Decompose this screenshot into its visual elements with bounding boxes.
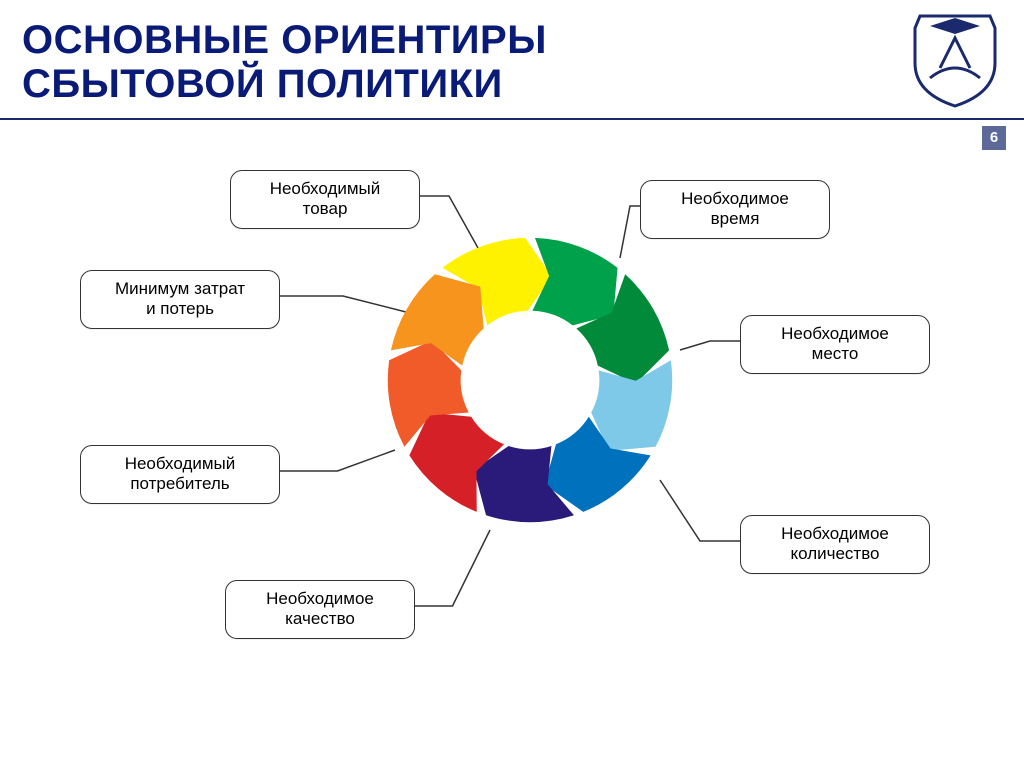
callout-consumer: Необходимыйпотребитель — [80, 445, 280, 504]
callout-quality: Необходимоекачество — [225, 580, 415, 639]
arrow-ring — [370, 220, 690, 540]
callout-line2: место — [755, 344, 915, 364]
institution-logo — [910, 8, 1000, 108]
callout-product: Необходимыйтовар — [230, 170, 420, 229]
callout-line1: Необходимое — [755, 324, 915, 344]
callout-line2: качество — [240, 609, 400, 629]
title-line-1: ОСНОВНЫЕ ОРИЕНТИРЫ — [22, 18, 547, 62]
title-underline — [0, 118, 1024, 120]
callout-line1: Необходимый — [245, 179, 405, 199]
callout-line2: товар — [245, 199, 405, 219]
title-line-2: СБЫТОВОЙ ПОЛИТИКИ — [22, 62, 503, 106]
callout-line1: Минимум затрат — [95, 279, 265, 299]
cycle-diagram: НеобходимыйтоварНеобходимоевремяМинимум … — [0, 150, 1024, 750]
callout-line2: количество — [755, 544, 915, 564]
callout-time: Необходимоевремя — [640, 180, 830, 239]
callout-line1: Необходимое — [655, 189, 815, 209]
callout-line2: потребитель — [95, 474, 265, 494]
page-number: 6 — [982, 126, 1006, 150]
callout-line2: и потерь — [95, 299, 265, 319]
callout-line1: Необходимый — [95, 454, 265, 474]
callout-line1: Необходимое — [240, 589, 400, 609]
callout-quantity: Необходимоеколичество — [740, 515, 930, 574]
callout-place: Необходимоеместо — [740, 315, 930, 374]
callout-line2: время — [655, 209, 815, 229]
callout-costs: Минимум затрати потерь — [80, 270, 280, 329]
leader-quality — [415, 530, 490, 606]
callout-line1: Необходимое — [755, 524, 915, 544]
slide-title: ОСНОВНЫЕ ОРИЕНТИРЫ СБЫТОВОЙ ПОЛИТИКИ — [22, 18, 547, 106]
